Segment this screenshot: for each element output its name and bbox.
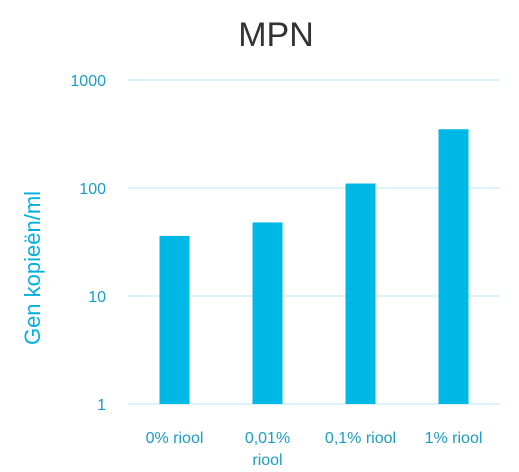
chart-title: MPN xyxy=(238,16,314,54)
y-axis-label: Gen kopieën/ml xyxy=(20,191,45,345)
gridlines xyxy=(128,79,500,405)
y-tick-label: 100 xyxy=(79,181,106,198)
y-axis-ticks: 1 10 100 1000 xyxy=(70,73,106,414)
bar xyxy=(438,129,469,404)
bar xyxy=(159,235,190,404)
x-category-label: 1% riool xyxy=(425,430,483,447)
x-category-label: 0,1% riool xyxy=(325,430,396,447)
y-tick-label: 10 xyxy=(88,289,106,306)
y-tick-label: 1000 xyxy=(70,73,106,90)
x-axis-categories: 0% riool 0,01% riool 0,1% riool 1% riool xyxy=(146,430,483,469)
y-tick-label: 1 xyxy=(97,397,106,414)
x-category-label: 0,01% riool xyxy=(245,430,290,469)
bar xyxy=(252,222,283,404)
bar xyxy=(345,183,376,404)
x-category-label: 0% riool xyxy=(146,430,204,447)
bars xyxy=(159,129,469,404)
